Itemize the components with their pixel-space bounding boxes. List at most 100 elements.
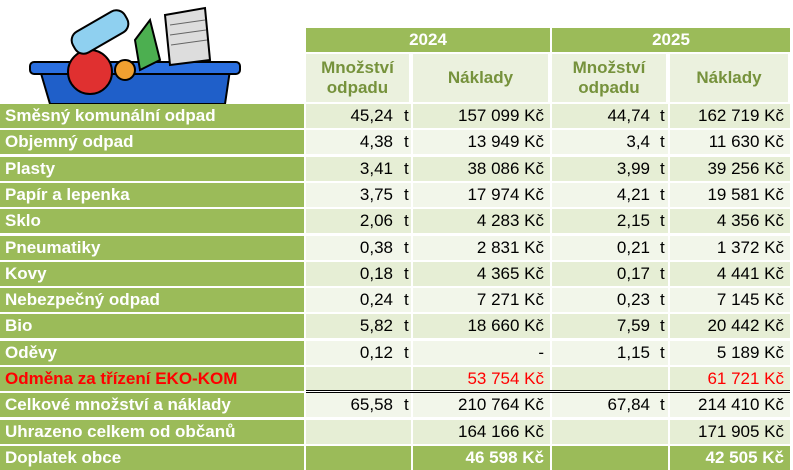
cost: 46 598 Kč xyxy=(413,445,550,470)
unit: t xyxy=(404,106,409,125)
unit: t xyxy=(660,132,665,152)
cost: 20 442 Kč xyxy=(670,314,790,339)
quantity xyxy=(552,419,668,444)
row-label: Bio xyxy=(0,314,304,339)
row-label: Pneumatiky xyxy=(0,235,304,260)
quantity: 3,4 xyxy=(552,130,668,155)
row-label: Odměna za třízení EKO-KOM xyxy=(0,367,304,391)
year-header: 2025 xyxy=(552,28,790,52)
quantity: 0,21 xyxy=(552,235,668,260)
unit: t xyxy=(404,342,409,362)
quantity: 65,58 xyxy=(306,393,411,418)
row-label: Papír a lepenka xyxy=(0,182,304,207)
row-label: Celkové množství a náklady xyxy=(0,393,304,418)
cost: 164 166 Kč xyxy=(413,419,550,444)
quantity: 0,18 xyxy=(306,261,411,286)
cost: 7 271 Kč xyxy=(413,288,550,313)
cost: 2 831 Kč xyxy=(413,235,550,260)
row-label: Doplatek obce xyxy=(0,445,304,470)
double-rule xyxy=(306,390,790,394)
unit: t xyxy=(660,184,665,204)
quantity: 7,59 xyxy=(552,314,668,339)
column-header: Množství odpadu xyxy=(552,54,666,102)
quantity: 3,99 xyxy=(552,156,668,181)
unit: t xyxy=(660,263,665,283)
cost: 13 949 Kč xyxy=(413,130,550,155)
unit: t xyxy=(404,158,409,178)
quantity: 67,84 xyxy=(552,393,668,418)
cost: 42 505 Kč xyxy=(670,445,790,470)
cost: 171 905 Kč xyxy=(670,419,790,444)
row-label: Směsný komunální odpad xyxy=(0,104,304,128)
row-label: Sklo xyxy=(0,209,304,234)
unit: t xyxy=(660,158,665,178)
unit: t xyxy=(404,237,409,257)
year-header: 2024 xyxy=(306,28,550,52)
row-label: Oděvy xyxy=(0,340,304,365)
quantity: 44,74 xyxy=(552,104,668,128)
unit: t xyxy=(660,106,665,125)
unit: t xyxy=(660,211,665,231)
quantity xyxy=(306,367,411,391)
cost: 214 410 Kč xyxy=(670,393,790,418)
quantity xyxy=(306,419,411,444)
unit: t xyxy=(660,237,665,257)
row-label: Uhrazeno celkem od občanů xyxy=(0,419,304,444)
cost: 5 189 Kč xyxy=(670,340,790,365)
cost: 162 719 Kč xyxy=(670,104,790,128)
unit: t xyxy=(404,132,409,152)
cost: 53 754 Kč xyxy=(413,367,550,391)
unit: t xyxy=(660,290,665,310)
cost: - xyxy=(413,340,550,365)
cost: 7 145 Kč xyxy=(670,288,790,313)
cost: 4 441 Kč xyxy=(670,261,790,286)
quantity: 4,38 xyxy=(306,130,411,155)
unit: t xyxy=(404,290,409,310)
cost: 39 256 Kč xyxy=(670,156,790,181)
quantity: 0,17 xyxy=(552,261,668,286)
quantity: 45,24 xyxy=(306,104,411,128)
unit: t xyxy=(404,316,409,336)
cost: 4 365 Kč xyxy=(413,261,550,286)
quantity: 0,23 xyxy=(552,288,668,313)
unit: t xyxy=(404,184,409,204)
column-header: Náklady xyxy=(413,54,548,102)
cost: 4 283 Kč xyxy=(413,209,550,234)
unit: t xyxy=(660,342,665,362)
quantity: 2,15 xyxy=(552,209,668,234)
cost: 38 086 Kč xyxy=(413,156,550,181)
cost: 18 660 Kč xyxy=(413,314,550,339)
row-label: Nebezpečný odpad xyxy=(0,288,304,313)
column-header: Náklady xyxy=(670,54,788,102)
quantity: 3,75 xyxy=(306,182,411,207)
quantity: 3,41 xyxy=(306,156,411,181)
cost: 17 974 Kč xyxy=(413,182,550,207)
cost: 19 581 Kč xyxy=(670,182,790,207)
cost: 4 356 Kč xyxy=(670,209,790,234)
quantity: 0,12 xyxy=(306,340,411,365)
quantity xyxy=(552,367,668,391)
quantity: 0,38 xyxy=(306,235,411,260)
column-header: Množství odpadu xyxy=(306,54,409,102)
cost: 157 099 Kč xyxy=(413,104,550,128)
quantity: 5,82 xyxy=(306,314,411,339)
quantity: 4,21 xyxy=(552,182,668,207)
quantity: 2,06 xyxy=(306,209,411,234)
row-label: Kovy xyxy=(0,261,304,286)
recycle-bin-icon xyxy=(29,6,241,104)
row-label: Objemný odpad xyxy=(0,130,304,155)
unit: t xyxy=(404,263,409,283)
unit: t xyxy=(660,395,665,415)
quantity xyxy=(552,445,668,470)
cost: 11 630 Kč xyxy=(670,130,790,155)
unit: t xyxy=(404,395,409,415)
cost: 210 764 Kč xyxy=(413,393,550,418)
quantity: 0,24 xyxy=(306,288,411,313)
quantity: 1,15 xyxy=(552,340,668,365)
unit: t xyxy=(404,211,409,231)
unit: t xyxy=(660,316,665,336)
quantity xyxy=(306,445,411,470)
cost: 1 372 Kč xyxy=(670,235,790,260)
cost: 61 721 Kč xyxy=(670,367,790,391)
